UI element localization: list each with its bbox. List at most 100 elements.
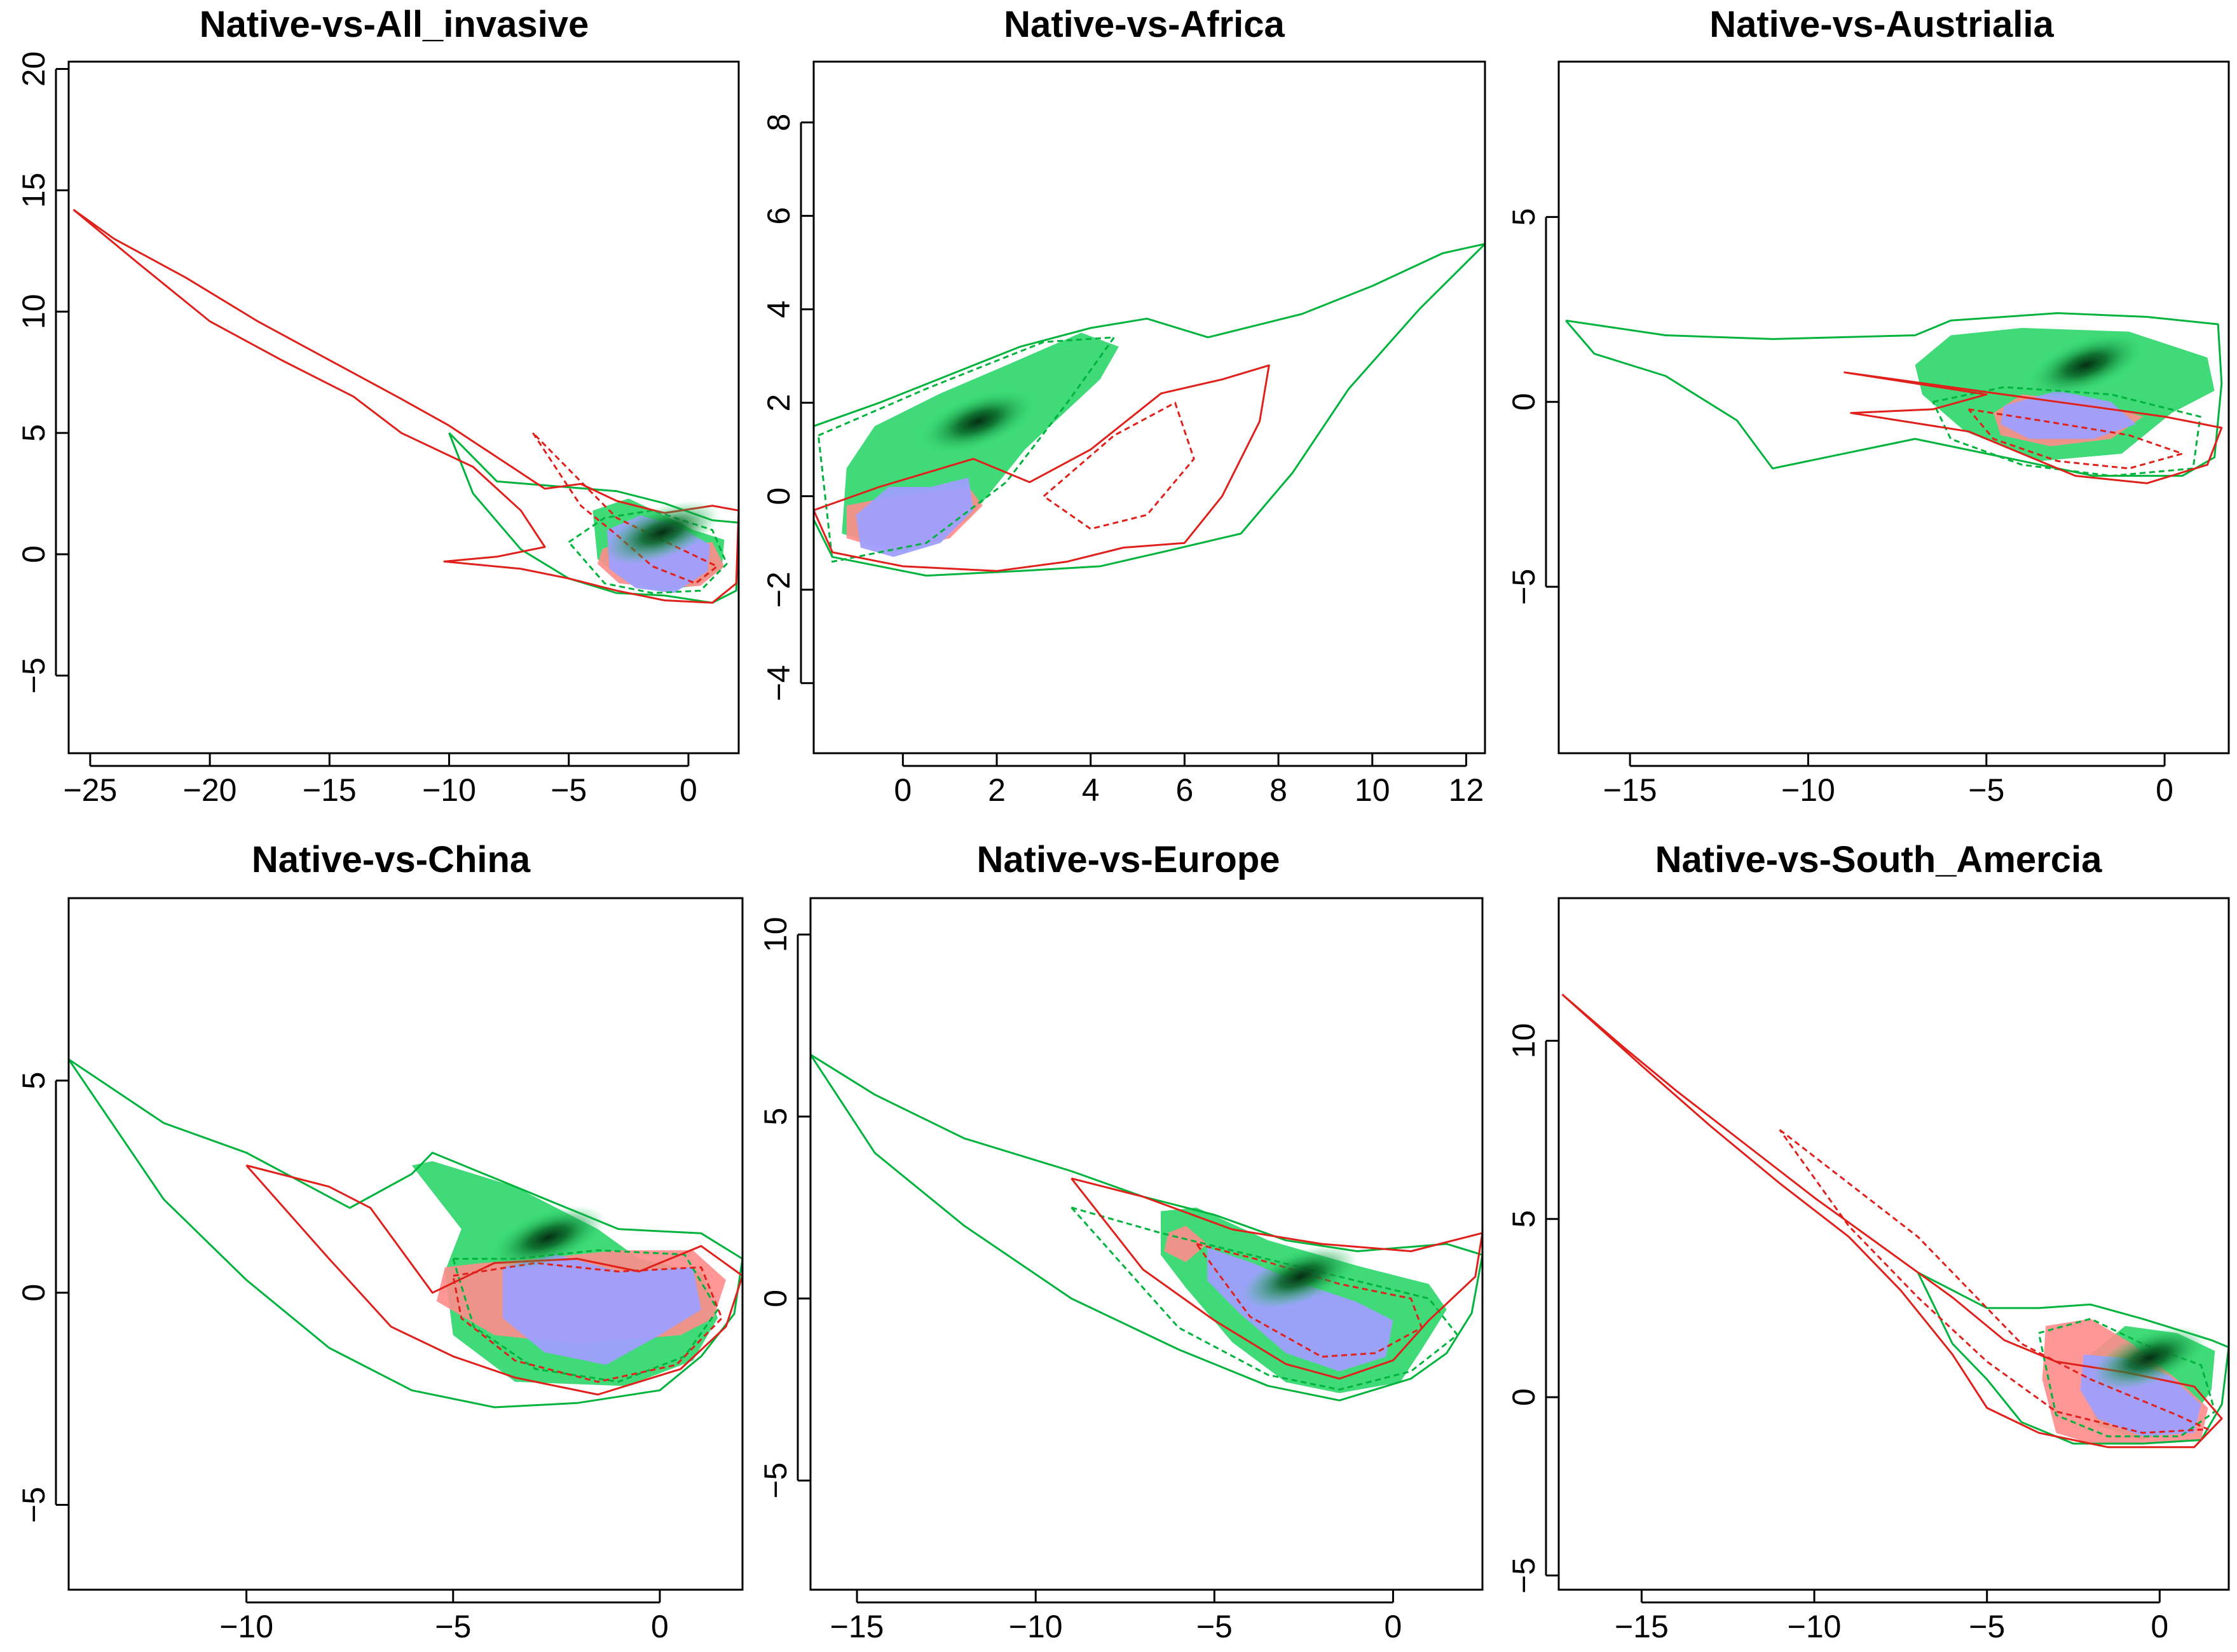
panel-5-title: Native-vs-Europe	[976, 839, 1280, 880]
density-peak-4	[491, 1206, 606, 1269]
panel-6-plot: −15 −10 −5 0 −5 0 5 10	[1506, 993, 2229, 1644]
x-tick-label-2-7: 12	[1449, 772, 1484, 808]
series-1-5	[568, 509, 728, 594]
y-tick-label-6-1: −5	[1506, 1557, 1542, 1594]
x-tick-label-6-2: −10	[1788, 1609, 1842, 1644]
panel-3: Native-vs-Austrialia −15 −10 −5 0 −5 0 5	[1506, 4, 2230, 808]
x-tick-label-6-1: −15	[1615, 1609, 1669, 1644]
y-tick-label-2-4: 2	[761, 394, 797, 412]
y-tick-label-6-4: 10	[1506, 1023, 1542, 1059]
series-4-5	[452, 1249, 719, 1383]
series-2-7	[1043, 402, 1195, 530]
x-tick-label-5-1: −15	[830, 1609, 884, 1644]
series-6-6	[1561, 993, 2223, 1449]
panel-2-data	[814, 243, 1485, 577]
density-peak-6	[2091, 1326, 2207, 1390]
y-tick-label-2-7: 8	[761, 114, 797, 132]
y-tick-label-5-3: 5	[758, 1108, 793, 1126]
density-peak-1	[605, 500, 720, 564]
y-tick-label-3-2: 0	[1506, 393, 1542, 411]
x-tick-label-5-4: 0	[1385, 1609, 1402, 1644]
panel-1-plot: −25 −20 −15 −10 −5 0 −5 0 5 10 15 20	[16, 51, 739, 808]
x-tick-label-4-3: 0	[651, 1609, 669, 1644]
x-tick-label-2-4: 6	[1175, 772, 1193, 808]
panel-4: Native-vs-China −10 −5 0 −5 0 5	[16, 839, 744, 1644]
panel-5: Native-vs-Europe −15 −10 −5 0 −5 0 5 10	[758, 839, 1484, 1644]
series-5-6	[1071, 1177, 1482, 1380]
series-2-3	[856, 477, 974, 557]
y-tick-label-3-3: 5	[1506, 208, 1542, 226]
x-tick-label-1-1: −25	[63, 772, 117, 808]
y-tick-label-3-1: −5	[1506, 569, 1542, 605]
y-tick-label-6-2: 0	[1506, 1388, 1542, 1406]
series-5-2	[1164, 1225, 1208, 1262]
panel-1-title: Native-vs-All_invasive	[200, 4, 589, 45]
x-tick-label-6-4: 0	[2151, 1609, 2168, 1644]
panel-2-frame	[812, 60, 1486, 754]
panel-6-frame	[1557, 897, 2230, 1591]
x-tick-label-1-3: −15	[303, 772, 357, 808]
y-tick-label-1-2: 0	[16, 545, 51, 563]
x-tick-label-6-3: −5	[1969, 1609, 2005, 1644]
y-tick-label-5-1: −5	[758, 1463, 793, 1499]
series-2-5	[817, 336, 1116, 563]
panel-4-data	[69, 1058, 742, 1409]
x-tick-label-2-6: 10	[1355, 772, 1390, 808]
x-tick-label-3-4: 0	[2156, 772, 2173, 808]
x-tick-label-3-3: −5	[1968, 772, 2004, 808]
panel-6-title: Native-vs-South_Amercia	[1655, 839, 2102, 880]
density-peak-5	[1242, 1245, 1358, 1309]
x-tick-label-3-1: −15	[1603, 772, 1657, 808]
series-5-4	[811, 1053, 1482, 1402]
y-tick-label-2-1: −4	[761, 665, 797, 701]
series-2-6	[814, 364, 1270, 572]
panel-1: Native-vs-All_invasive −25 −20 −15 −10 −5 0 −5…	[16, 4, 740, 808]
panel-6-data	[1561, 993, 2229, 1449]
panel-3-frame	[1557, 60, 2230, 754]
panel-3-title: Native-vs-Austrialia	[1709, 4, 2054, 45]
y-tick-label-2-6: 6	[761, 207, 797, 225]
y-tick-label-1-3: 5	[16, 424, 51, 442]
x-tick-label-1-2: −20	[183, 772, 237, 808]
x-tick-label-2-5: 8	[1269, 772, 1287, 808]
panel-3-plot: −15 −10 −5 0 −5 0 5	[1506, 208, 2223, 808]
series-4-3	[502, 1254, 701, 1365]
series-4-6	[245, 1164, 742, 1396]
panel-5-frame	[809, 897, 1484, 1591]
y-tick-label-1-1: −5	[16, 657, 51, 693]
x-tick-label-2-3: 4	[1082, 772, 1100, 808]
x-tick-label-3-2: −10	[1781, 772, 1835, 808]
y-tick-label-4-2: 0	[16, 1284, 51, 1302]
series-3-3	[2001, 390, 2137, 439]
x-tick-label-4-1: −10	[219, 1609, 273, 1644]
panel-2-plot: 0 2 4 6 8 10 12 −4 −2 0 2 4 6 8	[761, 114, 1485, 808]
x-tick-label-2-2: 2	[988, 772, 1006, 808]
density-peak-2	[920, 390, 1036, 453]
series-1-6	[72, 208, 739, 604]
panel-4-frame	[67, 897, 744, 1591]
y-tick-label-2-3: 0	[761, 488, 797, 505]
y-tick-label-4-1: −5	[16, 1487, 51, 1523]
panel-2-title: Native-vs-Africa	[1004, 4, 1285, 45]
series-2-4	[814, 243, 1485, 577]
x-tick-label-4-2: −5	[435, 1609, 471, 1644]
y-tick-label-6-3: 5	[1506, 1210, 1542, 1228]
panel-4-plot: −10 −5 0 −5 0 5	[16, 1058, 742, 1644]
y-tick-label-1-6: 20	[16, 51, 51, 87]
x-tick-label-1-4: −10	[422, 772, 476, 808]
panel-1-frame	[67, 60, 740, 754]
y-tick-label-2-2: −2	[761, 571, 797, 608]
x-tick-label-5-2: −10	[1009, 1609, 1063, 1644]
y-tick-label-4-3: 5	[16, 1072, 51, 1089]
panel-5-data	[811, 1053, 1482, 1402]
x-tick-label-1-5: −5	[551, 772, 587, 808]
y-tick-label-1-5: 15	[16, 173, 51, 208]
series-6-4	[1917, 1271, 2229, 1445]
panel-3-data	[1565, 312, 2223, 484]
panel-6: Native-vs-South_Amercia −15 −10 −5 0 −5 0 5 10	[1506, 839, 2230, 1644]
series-1-4	[448, 432, 739, 604]
series-5-5	[1071, 1206, 1459, 1391]
y-tick-label-1-4: 10	[16, 294, 51, 329]
panel-4-title: Native-vs-China	[252, 839, 531, 880]
